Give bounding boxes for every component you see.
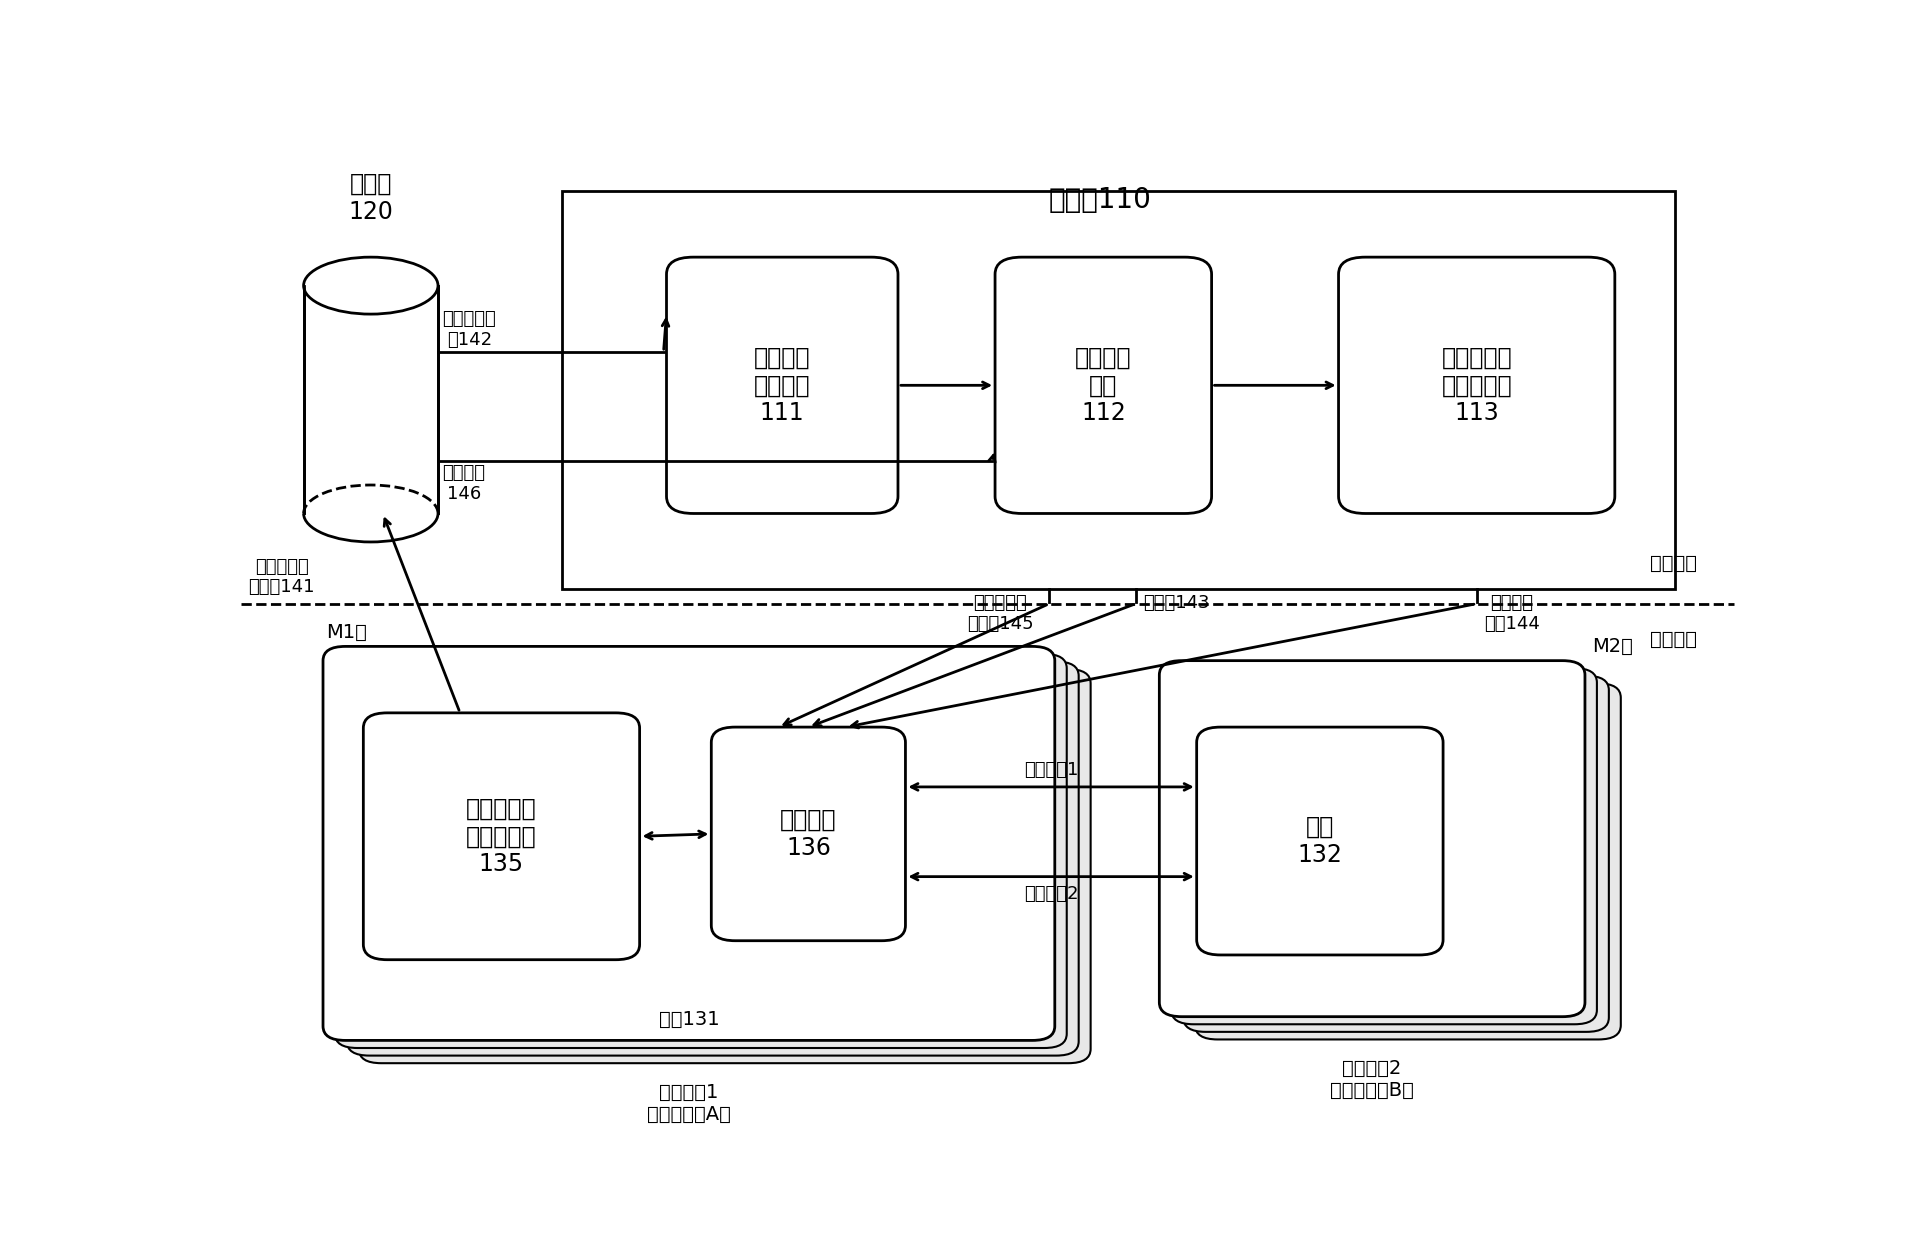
Text: 转发表143: 转发表143 <box>1143 594 1210 612</box>
Text: 网络链路1: 网络链路1 <box>1023 761 1079 779</box>
Text: 网关
132: 网关 132 <box>1297 815 1343 867</box>
FancyBboxPatch shape <box>1172 668 1597 1025</box>
Text: 流量需求
预测模块
111: 流量需求 预测模块 111 <box>753 345 811 425</box>
FancyBboxPatch shape <box>324 646 1054 1041</box>
FancyBboxPatch shape <box>1339 258 1615 513</box>
FancyBboxPatch shape <box>358 670 1091 1063</box>
FancyBboxPatch shape <box>347 662 1079 1055</box>
Text: 数据库
120: 数据库 120 <box>349 173 393 224</box>
FancyBboxPatch shape <box>1183 676 1609 1032</box>
Text: 网关131: 网关131 <box>659 1010 719 1030</box>
Text: 快速恢复
路径144: 快速恢复 路径144 <box>1484 594 1540 633</box>
Text: 快速恢复路
径确定模块
113: 快速恢复路 径确定模块 113 <box>1441 345 1513 425</box>
Text: 转发模块
136: 转发模块 136 <box>780 808 836 859</box>
FancyBboxPatch shape <box>335 653 1068 1048</box>
FancyBboxPatch shape <box>1195 683 1621 1039</box>
Text: 网络链路2: 网络链路2 <box>1023 885 1079 903</box>
Text: 控制器110: 控制器110 <box>1048 186 1150 215</box>
FancyBboxPatch shape <box>711 727 906 941</box>
Text: 网关集群1
（位于区域A）: 网关集群1 （位于区域A） <box>647 1083 730 1124</box>
Bar <box>304 286 437 513</box>
Text: 流量容量调
整信息145: 流量容量调 整信息145 <box>967 594 1033 633</box>
Text: 转发控制
模块
112: 转发控制 模块 112 <box>1075 345 1131 425</box>
Text: 控制平面: 控制平面 <box>1650 555 1698 573</box>
Text: 数据平面: 数据平面 <box>1650 630 1698 650</box>
Text: M2个: M2个 <box>1592 637 1634 656</box>
FancyBboxPatch shape <box>667 258 898 513</box>
Text: M1个: M1个 <box>326 623 366 641</box>
Text: 网络信息
146: 网络信息 146 <box>443 464 486 503</box>
FancyBboxPatch shape <box>994 258 1212 513</box>
Ellipse shape <box>304 258 437 314</box>
FancyBboxPatch shape <box>1197 727 1443 954</box>
FancyBboxPatch shape <box>364 713 640 959</box>
Text: 网关集群2
（位于区域B）: 网关集群2 （位于区域B） <box>1330 1059 1414 1100</box>
FancyBboxPatch shape <box>1160 661 1584 1017</box>
Text: 网络链路状
态监测模块
135: 网络链路状 态监测模块 135 <box>466 797 538 877</box>
Bar <box>563 191 1675 589</box>
Text: 流量需求信
息142: 流量需求信 息142 <box>443 311 497 349</box>
Text: 网络链路状
态信息141: 网络链路状 态信息141 <box>249 557 314 597</box>
